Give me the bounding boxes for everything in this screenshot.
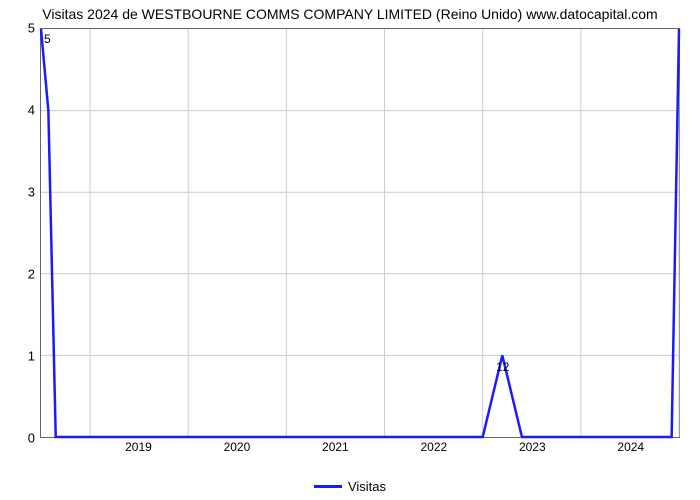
x-tick-label: 2020 xyxy=(224,440,251,454)
x-tick-label: 2019 xyxy=(125,440,152,454)
chart-svg xyxy=(41,29,679,437)
y-tick-label: 5 xyxy=(28,21,35,36)
y-tick-label: 3 xyxy=(28,185,35,200)
legend-label: Visitas xyxy=(348,479,386,494)
y-tick-label: 1 xyxy=(28,349,35,364)
data-point-label: 5 xyxy=(44,32,51,46)
data-point-label: 12 xyxy=(496,360,509,374)
y-tick-label: 2 xyxy=(28,267,35,282)
chart-plot-area xyxy=(40,28,680,438)
y-tick-label: 0 xyxy=(28,431,35,446)
x-tick-label: 2024 xyxy=(617,440,644,454)
chart-title: Visitas 2024 de WESTBOURNE COMMS COMPANY… xyxy=(42,6,657,22)
legend-swatch xyxy=(314,485,342,488)
chart-legend: Visitas xyxy=(314,479,386,494)
y-tick-label: 4 xyxy=(28,103,35,118)
x-tick-label: 2022 xyxy=(420,440,447,454)
x-tick-label: 2021 xyxy=(322,440,349,454)
x-tick-label: 2023 xyxy=(519,440,546,454)
